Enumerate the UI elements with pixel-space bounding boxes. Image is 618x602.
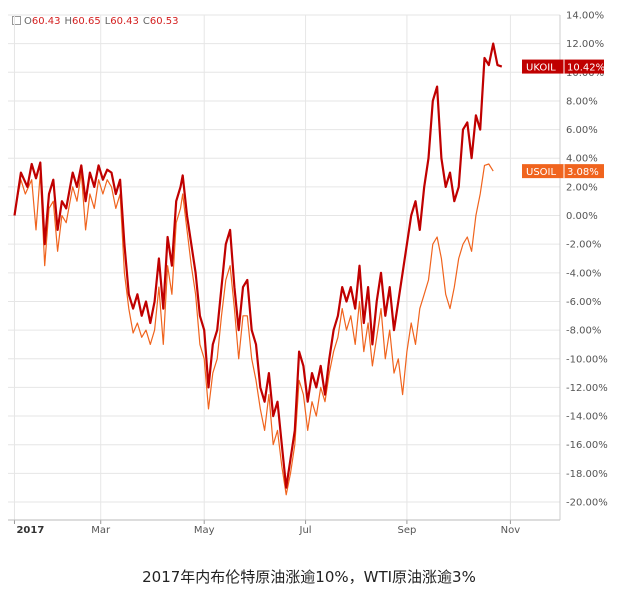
y-tick-label: -4.00% (566, 268, 601, 279)
y-tick-label: 4.00% (566, 154, 598, 165)
open-label: O (24, 16, 32, 27)
high-value: 60.65 (72, 16, 101, 27)
x-tick-label: Mar (91, 525, 111, 536)
high-label: H (64, 16, 73, 27)
x-tick-label: May (194, 525, 215, 536)
x-tick-label: 2017 (16, 525, 44, 536)
y-tick-label: -6.00% (566, 297, 601, 308)
y-tick-label: 6.00% (566, 125, 598, 136)
series-last-value: 3.08% (567, 167, 599, 178)
y-tick-label: 0.00% (566, 211, 598, 222)
close-value: 60.53 (149, 16, 179, 27)
y-tick-label: -20.00% (566, 498, 608, 509)
chart-svg: 14.00%12.00%10.00%8.00%6.00%4.00%2.00%0.… (8, 11, 608, 536)
series-label-box (522, 164, 604, 179)
y-tick-label: 8.00% (566, 96, 598, 107)
expand-icon[interactable] (12, 16, 21, 25)
y-tick-label: -14.00% (566, 412, 608, 423)
chart-caption: 2017年内布伦特原油涨逾10%，WTI原油涨逾3% (142, 568, 476, 586)
close-label: C (142, 16, 150, 27)
y-tick-label: -8.00% (566, 326, 601, 337)
y-tick-label: 12.00% (566, 39, 604, 50)
y-tick-label: -16.00% (566, 440, 608, 451)
series-line-ukoil (13, 42, 503, 489)
series-label-box (522, 59, 604, 74)
low-value: 60.43 (110, 16, 139, 27)
y-tick-label: 2.00% (566, 182, 598, 193)
y-tick-label: 14.00% (566, 11, 604, 22)
y-tick-label: -18.00% (566, 469, 608, 480)
open-value: 60.43 (31, 16, 61, 27)
series-name-label: UKOIL (526, 63, 556, 74)
y-tick-label: -2.00% (566, 240, 601, 251)
low-label: L (104, 16, 111, 27)
ohlc-readout: O60.43 H60.65 L60.43 C60.53 (12, 16, 183, 27)
series-name-label: USOIL (526, 167, 556, 178)
x-tick-label: Jul (299, 525, 312, 536)
y-tick-label: -10.00% (566, 354, 608, 365)
series-last-value: 10.42% (567, 63, 605, 74)
x-tick-label: Sep (397, 525, 416, 536)
series-line-usoil (13, 163, 494, 496)
y-tick-label: -12.00% (566, 383, 608, 394)
x-tick-label: Nov (501, 525, 521, 536)
